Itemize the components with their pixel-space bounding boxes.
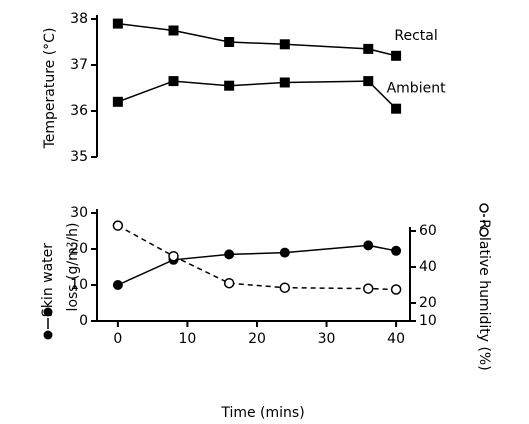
y-axis-label: loss (g/m²/h) xyxy=(65,223,81,312)
legend-glyph xyxy=(479,203,489,237)
point xyxy=(279,282,291,293)
y-axis-label: Temperature (°C) xyxy=(42,28,58,150)
point xyxy=(363,240,374,251)
y-tick-label: 36 xyxy=(70,103,88,119)
point xyxy=(279,247,290,258)
point xyxy=(279,39,290,50)
y-tick-label: 0 xyxy=(79,313,88,329)
point xyxy=(168,25,179,36)
series-line xyxy=(117,22,397,57)
point xyxy=(168,250,179,262)
point xyxy=(391,50,402,61)
x-tick-label: 0 xyxy=(113,331,122,347)
y2-axis-label: Relative humidity (%) xyxy=(476,219,492,370)
x-tick-label: 20 xyxy=(248,331,266,347)
y2-tick-label: 60 xyxy=(419,223,437,239)
x-tick-label: 10 xyxy=(179,331,197,347)
x-tick-label: 40 xyxy=(387,331,405,347)
y-tick-label: 38 xyxy=(70,11,88,27)
point xyxy=(168,76,179,87)
annotation: Ambient xyxy=(387,81,446,97)
point xyxy=(391,245,402,256)
y-axis-label: Skin water xyxy=(40,243,56,317)
point xyxy=(112,220,124,231)
point xyxy=(112,96,123,107)
point xyxy=(390,284,402,295)
x-axis-label: Time (mins) xyxy=(220,405,304,421)
y-tick-label: 37 xyxy=(70,57,88,73)
legend-glyph xyxy=(43,307,53,340)
series-line xyxy=(117,224,397,291)
point xyxy=(112,18,123,29)
point xyxy=(363,43,374,54)
y-tick-label: 10 xyxy=(70,277,88,293)
x-tick-label: 30 xyxy=(318,331,336,347)
series-line xyxy=(117,80,397,110)
y-tick-label: 20 xyxy=(70,241,88,257)
point xyxy=(224,37,235,47)
y-tick-label: 35 xyxy=(70,149,88,165)
point xyxy=(224,249,235,260)
point xyxy=(112,280,123,290)
point xyxy=(223,277,235,289)
point xyxy=(279,77,290,88)
point xyxy=(391,103,402,114)
point xyxy=(224,80,235,91)
y2-tick-label: 10 xyxy=(419,313,437,329)
y-tick-label: 30 xyxy=(70,205,88,221)
point xyxy=(363,76,374,87)
annotation: Rectal xyxy=(394,28,437,44)
point xyxy=(363,283,374,294)
y2-tick-label: 20 xyxy=(419,295,437,311)
series-line xyxy=(117,244,397,286)
y2-tick-label: 40 xyxy=(419,259,437,275)
